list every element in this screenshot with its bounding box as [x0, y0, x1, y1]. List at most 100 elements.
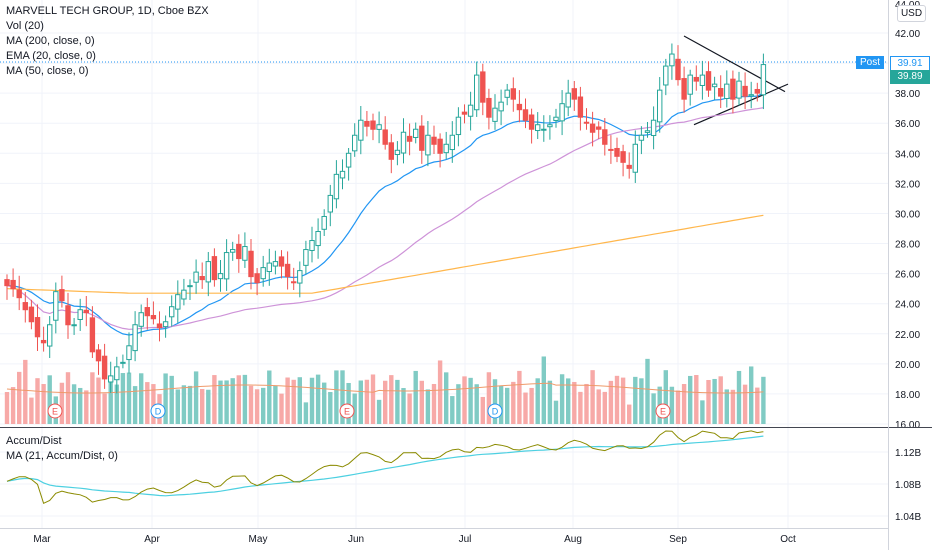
candle-body: [59, 289, 65, 302]
volume-bar: [706, 379, 711, 424]
volume-bar: [10, 387, 16, 424]
volume-bar: [431, 383, 437, 424]
ad-tick-label: 1.08B: [895, 480, 921, 491]
candle-body: [663, 65, 669, 86]
volume-bar: [584, 383, 589, 424]
candle-body: [620, 151, 626, 163]
price-tick-label: 20.00: [895, 360, 920, 371]
price-tick-label: 36.00: [895, 119, 920, 130]
volume-bar: [639, 378, 644, 424]
candle-body: [400, 131, 407, 154]
post-price-tag: 39.91: [890, 56, 930, 71]
volume-bar: [749, 366, 754, 424]
candle-body: [565, 92, 571, 108]
volume-bar: [462, 376, 467, 424]
volume-bar: [315, 374, 321, 424]
volume-bar: [389, 375, 394, 424]
candle-body: [480, 71, 486, 103]
volume-bar: [492, 379, 498, 424]
volume-bar: [181, 385, 187, 424]
candle-body: [730, 78, 736, 100]
candle-body: [254, 273, 260, 284]
candle-body: [278, 256, 285, 267]
volume-bar: [383, 380, 388, 424]
ad-tick-label: 1.12B: [895, 448, 921, 459]
candle-body: [297, 270, 303, 284]
candle-body: [230, 249, 236, 253]
triangle-lower-trendline: [693, 83, 789, 126]
candle-body: [626, 164, 632, 169]
candle-body: [40, 339, 47, 344]
candle-body: [16, 289, 22, 299]
ad-ma-line: [6, 435, 764, 497]
volume-bar: [535, 378, 540, 424]
candle-body: [260, 267, 266, 280]
candle-body: [364, 120, 370, 127]
candle-body: [541, 128, 547, 131]
candle-body: [547, 124, 553, 128]
volume-ma-line: [6, 382, 764, 394]
candle-body: [486, 97, 492, 118]
volume-bar: [566, 378, 571, 424]
volume-bar: [273, 385, 278, 424]
candle-body: [303, 249, 309, 266]
ma200-legend: MA (200, close, 0): [6, 35, 95, 47]
candle-body: [284, 263, 291, 278]
time-tick-label: Jun: [348, 534, 364, 545]
event-marker-label: D: [492, 407, 499, 417]
volume-bar: [620, 377, 626, 424]
candle-body: [718, 88, 724, 97]
volume-bar: [163, 373, 168, 424]
candle-body: [28, 306, 35, 323]
candle-body: [47, 324, 53, 347]
volume-bar: [742, 384, 748, 424]
candle-body: [699, 74, 706, 86]
event-marker-label: E: [344, 407, 350, 417]
volume-bar: [712, 378, 717, 424]
volume-bar: [59, 382, 65, 424]
volume-bar: [41, 384, 46, 424]
volume-bar: [279, 393, 284, 424]
price-tick-label: 18.00: [895, 390, 920, 401]
last-price-tag: 39.89: [890, 70, 930, 84]
volume-bar: [340, 370, 345, 424]
candle-body: [431, 136, 437, 145]
symbol-title: MARVELL TECH GROUP, 1D, Cboe BZX: [6, 5, 209, 17]
volume-bar: [358, 380, 363, 424]
volume-bar: [651, 393, 656, 424]
volume-bar: [444, 372, 449, 424]
candle-body: [266, 262, 273, 273]
volume-bar: [370, 374, 376, 424]
candle-body: [413, 128, 419, 138]
candle-body: [327, 194, 334, 213]
volume-bar: [236, 375, 241, 424]
currency-button[interactable]: USD: [897, 5, 926, 22]
candle-body: [352, 134, 358, 152]
candle-body: [193, 271, 199, 283]
candle-body: [53, 291, 59, 321]
volume-bar: [254, 389, 260, 424]
volume-bar: [450, 396, 455, 424]
volume-bar: [151, 384, 156, 424]
volume-bar: [108, 381, 113, 424]
event-marker-icon: [339, 403, 355, 419]
price-tick-label: 38.00: [895, 89, 920, 100]
candle-body: [711, 83, 718, 88]
volume-bar: [578, 391, 583, 424]
candle-body: [516, 103, 523, 111]
volume-bar: [486, 372, 492, 424]
time-tick-label: Apr: [144, 534, 160, 545]
volume-bar: [407, 393, 412, 424]
volume-bar: [102, 393, 107, 424]
candle-body: [681, 78, 687, 100]
event-marker-icon: [47, 403, 63, 419]
volume-bar: [218, 380, 223, 424]
volume-bar: [364, 379, 370, 424]
candle-body: [583, 121, 590, 124]
vol-legend: Vol (20): [6, 20, 44, 32]
candle-body: [272, 261, 279, 267]
volume-bar: [29, 397, 34, 424]
volume-bar: [261, 387, 266, 424]
volume-bar: [200, 388, 205, 424]
